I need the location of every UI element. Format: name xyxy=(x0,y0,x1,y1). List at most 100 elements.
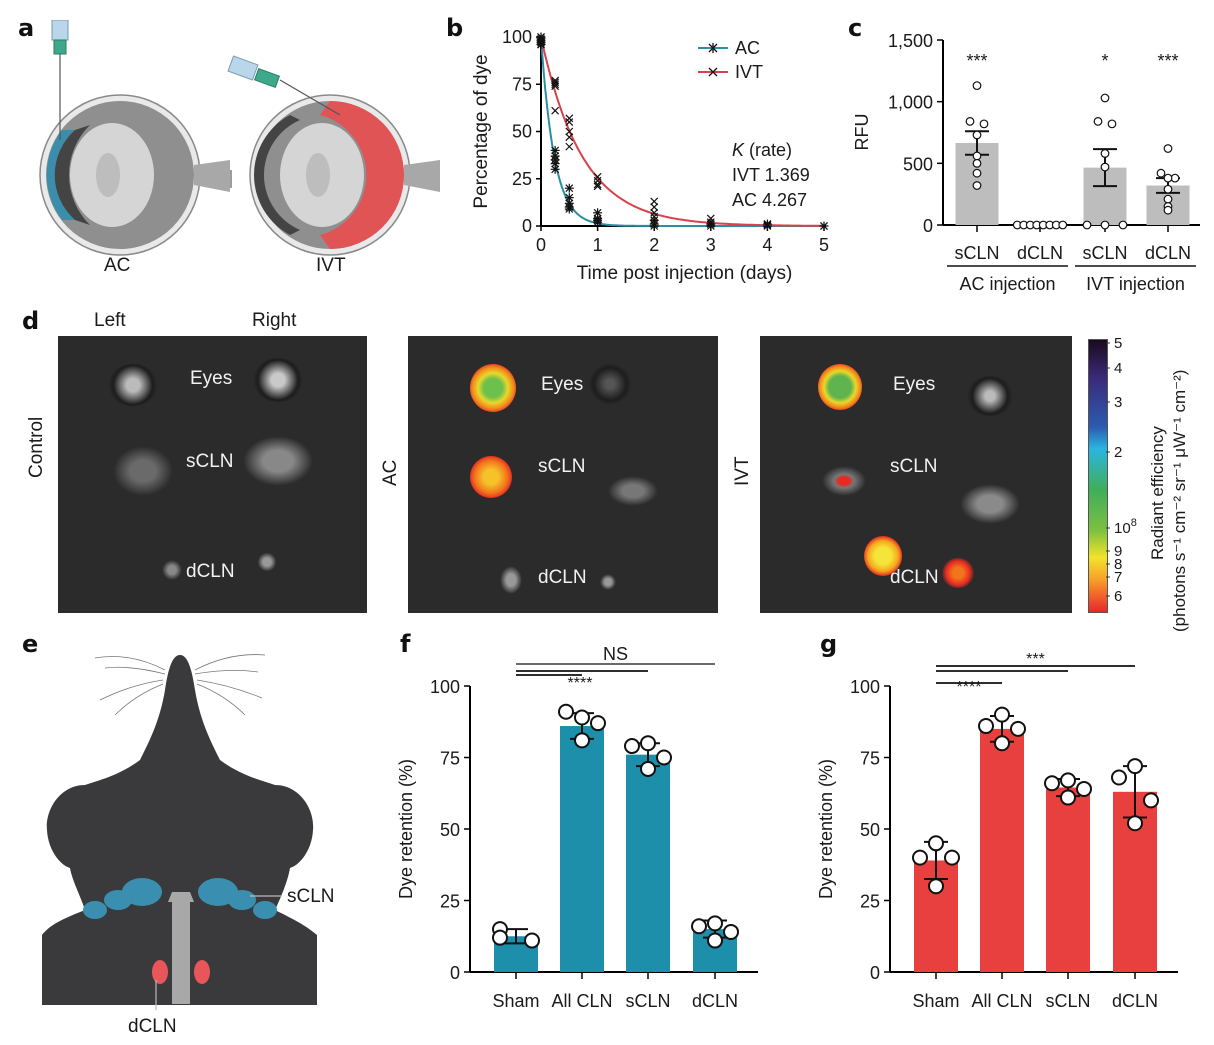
x-axis-title: Time post injection (days) xyxy=(577,263,793,284)
y-tick-label: 25 xyxy=(860,892,880,912)
dcln-fluorescence-right xyxy=(942,558,974,588)
data-point xyxy=(1058,220,1068,230)
data-point xyxy=(928,878,944,895)
y-tick-label: 50 xyxy=(512,122,532,142)
panel-letter-g: g xyxy=(820,630,838,658)
structure-label-eyes: Eyes xyxy=(541,374,584,395)
data-point-ivt xyxy=(650,203,659,212)
data-point-ac xyxy=(550,164,560,174)
row-label-ivt: IVT xyxy=(732,456,753,486)
data-point xyxy=(972,168,982,178)
scln-signal-right xyxy=(960,484,1020,524)
mouse-label-scln: sCLN xyxy=(287,886,335,907)
imaging-panel-control: Eyes sCLN dCLN xyxy=(58,336,367,613)
y-axis-title: Percentage of dye xyxy=(471,54,492,208)
significance-label: *** xyxy=(1026,651,1045,668)
data-point xyxy=(1111,769,1127,786)
x-tick-label: dCLN xyxy=(1112,991,1158,1011)
imaging-panel-ivt: Eyes sCLN dCLN xyxy=(760,336,1072,613)
x-tick-label: 4 xyxy=(762,235,772,255)
bar-scln xyxy=(1046,787,1090,972)
y-tick-label: 100 xyxy=(850,677,880,697)
data-point xyxy=(994,735,1010,752)
data-point xyxy=(1156,168,1166,178)
data-point-ivt xyxy=(551,76,560,85)
structure-label-dcln: dCLN xyxy=(186,561,235,582)
whiskers xyxy=(94,654,266,716)
colorbar-tick-label: 2 xyxy=(1114,444,1122,461)
x-tick-label: Sham xyxy=(492,991,539,1011)
data-point xyxy=(944,849,960,866)
data-point xyxy=(972,158,982,168)
y-tick-label: 75 xyxy=(440,749,460,769)
colorbar-tick-label: 6 xyxy=(1114,588,1122,605)
data-point xyxy=(524,932,540,949)
data-point-ivt xyxy=(551,106,560,115)
y-tick-label: 0 xyxy=(450,963,460,983)
data-point xyxy=(1060,789,1076,806)
data-point xyxy=(1143,792,1159,809)
colorbar-tick-label: 9 xyxy=(1114,543,1122,560)
data-point xyxy=(707,932,723,949)
x-tick-label: 5 xyxy=(819,235,829,255)
legend-marker-ivt xyxy=(708,67,718,77)
data-point-ivt xyxy=(537,33,545,41)
data-point xyxy=(590,715,606,732)
data-point-ivt xyxy=(820,222,828,230)
dcln-signal-right xyxy=(600,574,616,590)
data-point xyxy=(1127,758,1143,775)
data-point-ivt xyxy=(565,114,574,123)
data-point xyxy=(574,732,590,749)
data-point-ivt xyxy=(565,118,574,126)
significance-label: **** xyxy=(957,679,982,696)
data-point-ivt xyxy=(593,172,602,181)
y-tick-label: 0 xyxy=(522,216,532,236)
colorbar-title: Radiant efficiency xyxy=(1148,426,1167,560)
data-point-ac xyxy=(564,204,574,214)
data-point-ivt xyxy=(565,127,574,136)
data-point xyxy=(640,735,656,752)
column-label-right: Right xyxy=(252,310,297,331)
structure-label-scln: sCLN xyxy=(890,456,938,477)
data-point xyxy=(656,749,672,766)
data-point-ac xyxy=(762,221,772,231)
eye-signal-left xyxy=(108,364,158,406)
eye-label-ac: AC xyxy=(104,255,131,276)
group-label: IVT injection xyxy=(1086,274,1185,294)
structure-label-dcln: dCLN xyxy=(538,567,587,588)
data-point xyxy=(1127,815,1143,832)
significance-label: NS xyxy=(603,644,628,664)
data-point-ivt xyxy=(537,36,545,45)
bar-all-cln xyxy=(980,728,1024,972)
data-point-ivt xyxy=(593,182,602,191)
y-tick-label: 0 xyxy=(870,963,880,983)
colorbar-tick-label: 7 xyxy=(1114,569,1122,586)
y-tick-label: 25 xyxy=(440,892,460,912)
x-tick-label: dCLN xyxy=(692,991,738,1011)
ac-eye-diagram xyxy=(39,20,232,256)
data-point xyxy=(1163,194,1173,204)
scln-fluorescence-left xyxy=(822,466,866,496)
ivt-eye-diagram xyxy=(227,55,440,256)
x-tick-label: sCLN xyxy=(954,243,999,263)
row-label-ac: AC xyxy=(380,459,401,486)
data-point-ivt xyxy=(551,82,560,91)
y-tick-label: 25 xyxy=(512,169,532,189)
x-tick-label: 1 xyxy=(593,235,603,255)
data-point-ac xyxy=(550,151,560,161)
eye-label-ivt: IVT xyxy=(316,255,346,276)
row-label-control: Control xyxy=(26,416,47,478)
data-point xyxy=(1163,144,1173,153)
data-point-ivt xyxy=(593,176,602,185)
structure-label-scln: sCLN xyxy=(538,456,586,477)
dcln-signal-left xyxy=(162,560,182,580)
data-point-ivt xyxy=(650,212,659,221)
significance-marker: *** xyxy=(966,51,987,71)
mouse-silhouette xyxy=(42,655,317,1005)
colorbar-tick-label: 8 xyxy=(1114,556,1122,573)
trachea xyxy=(168,892,194,1004)
y-tick-label: 0 xyxy=(923,216,933,236)
data-point-ivt xyxy=(650,208,659,217)
scln-signal-left xyxy=(113,446,173,496)
dcln-signal-right xyxy=(258,552,276,572)
